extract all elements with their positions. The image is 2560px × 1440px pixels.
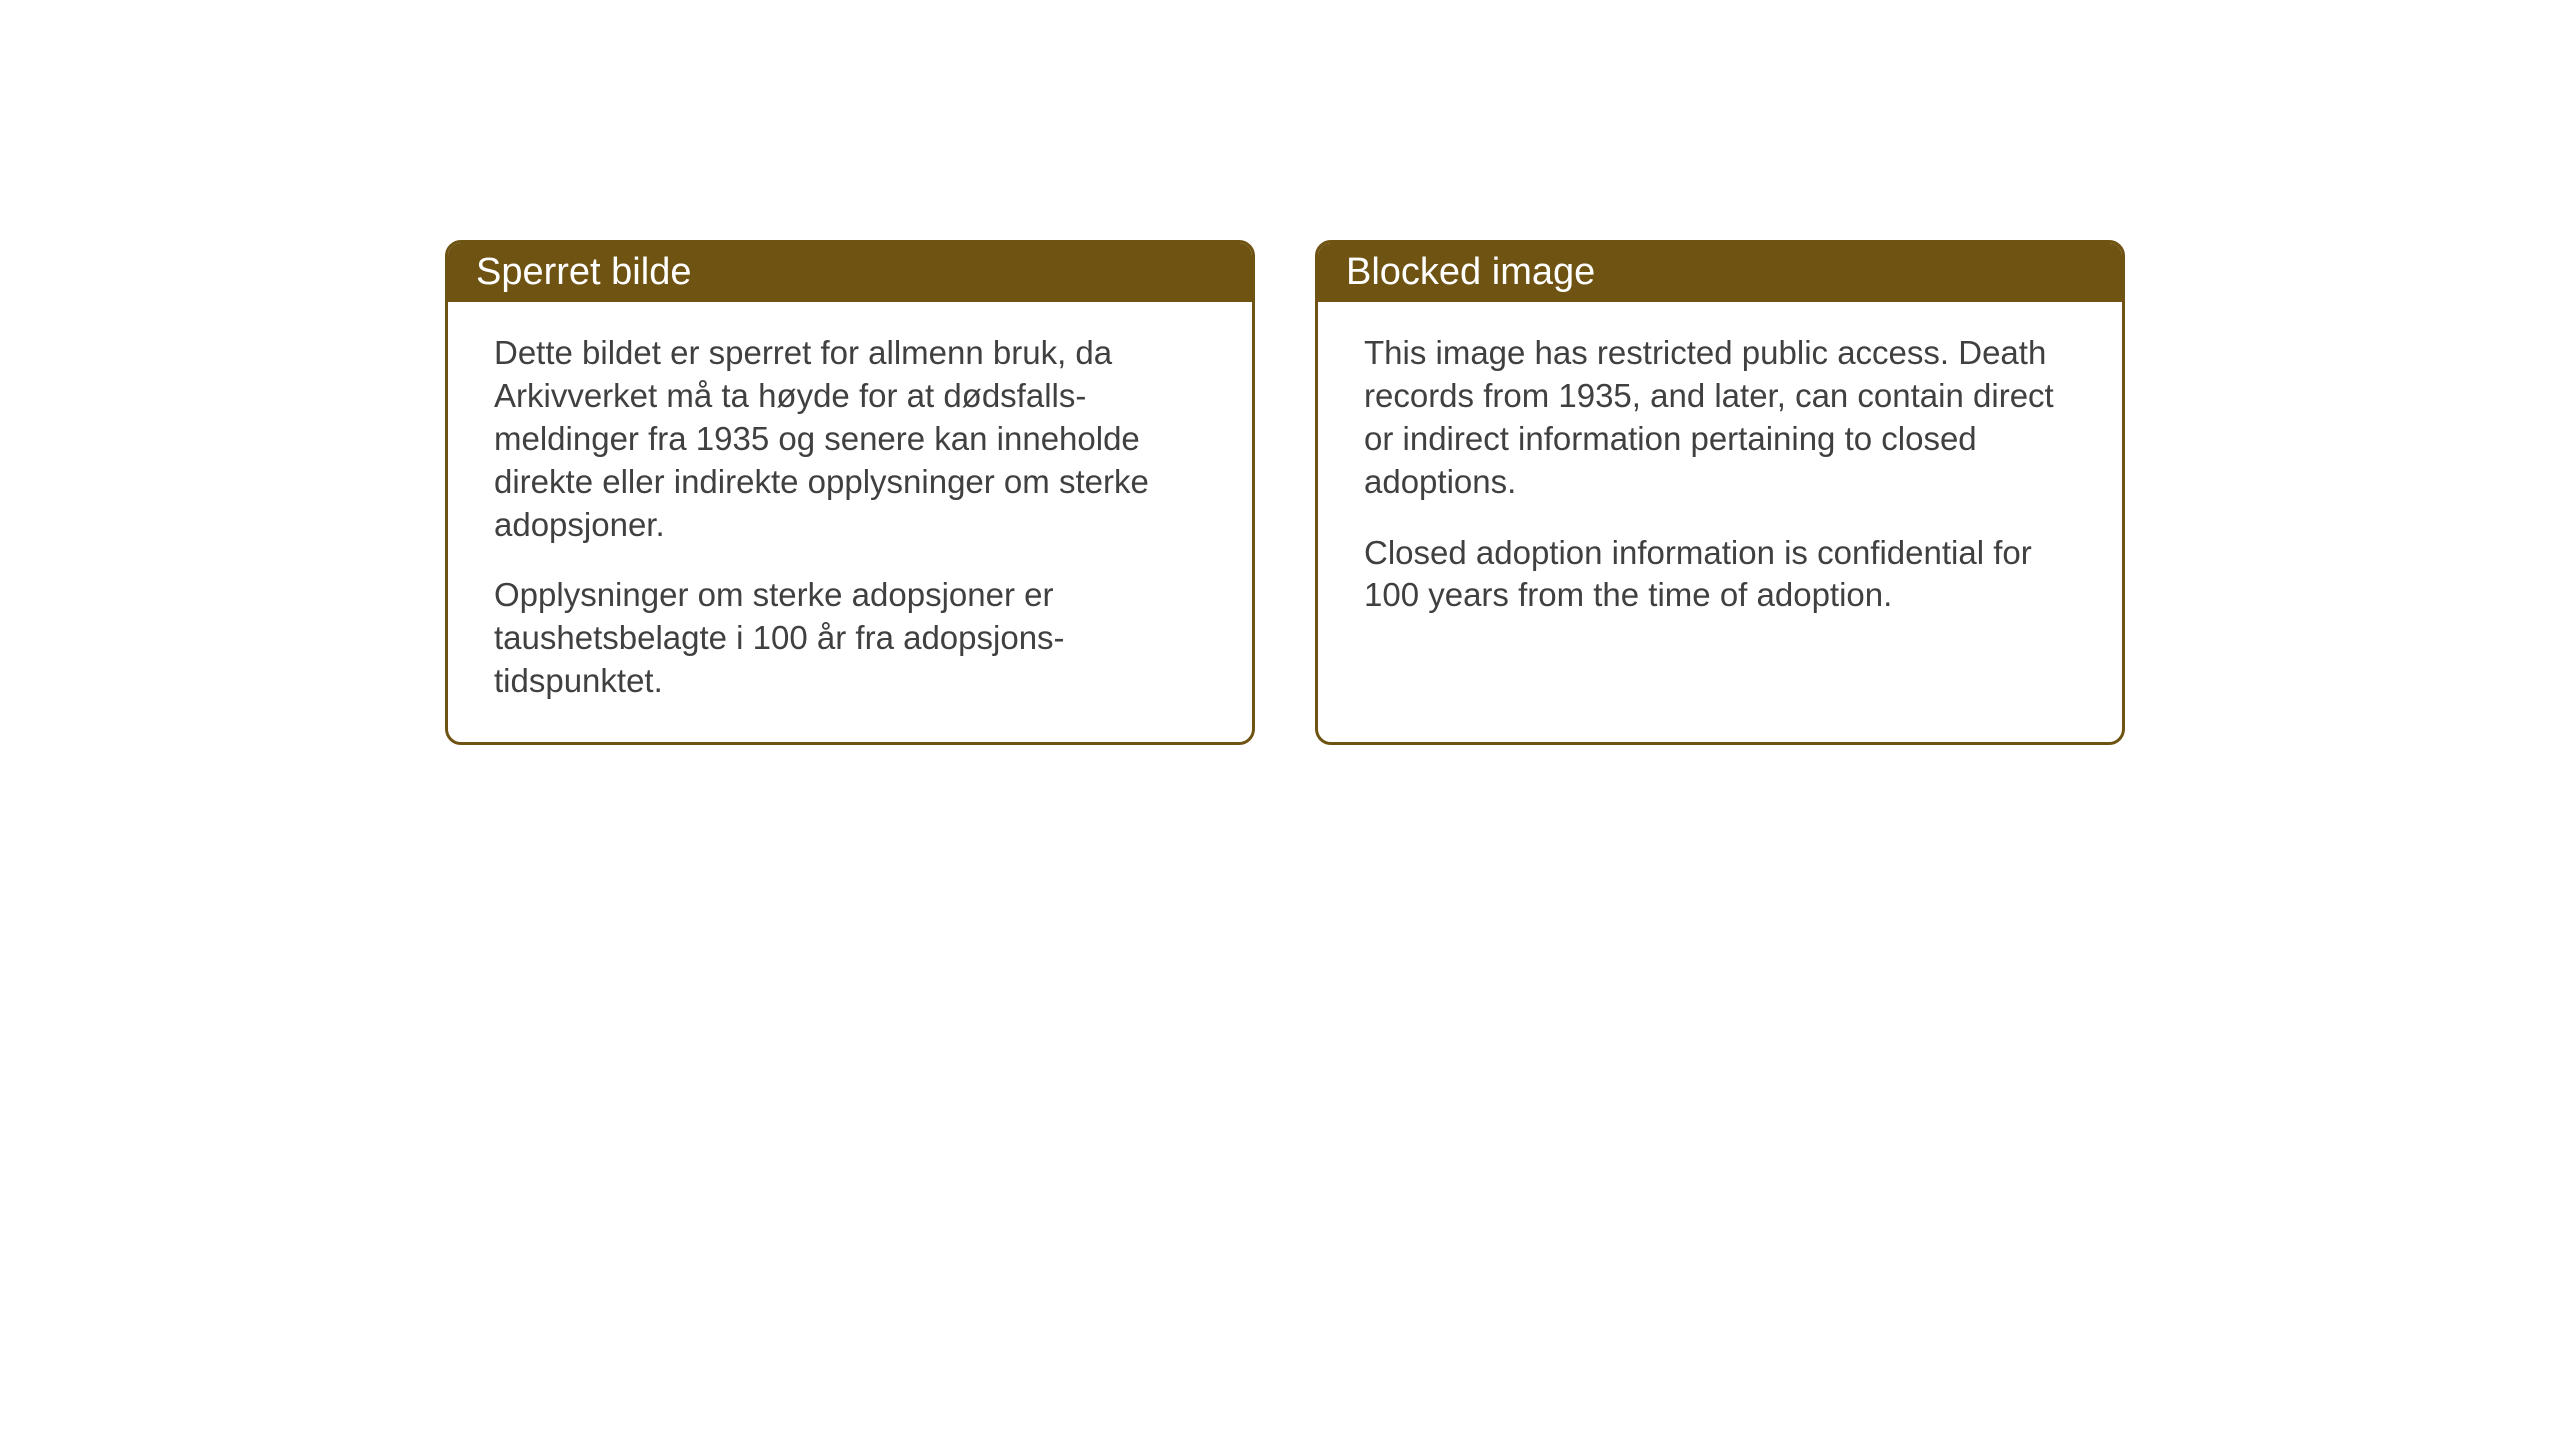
card-header-english: Blocked image xyxy=(1318,243,2122,302)
cards-container: Sperret bilde Dette bildet er sperret fo… xyxy=(445,240,2125,745)
card-paragraph-1-norwegian: Dette bildet er sperret for allmenn bruk… xyxy=(494,332,1206,546)
card-title-norwegian: Sperret bilde xyxy=(476,251,691,293)
card-body-norwegian: Dette bildet er sperret for allmenn bruk… xyxy=(448,302,1252,742)
card-english: Blocked image This image has restricted … xyxy=(1315,240,2125,745)
card-body-english: This image has restricted public access.… xyxy=(1318,302,2122,742)
card-norwegian: Sperret bilde Dette bildet er sperret fo… xyxy=(445,240,1255,745)
card-paragraph-1-english: This image has restricted public access.… xyxy=(1364,332,2076,504)
card-title-english: Blocked image xyxy=(1346,251,1595,293)
card-paragraph-2-norwegian: Opplysninger om sterke adopsjoner er tau… xyxy=(494,574,1206,703)
card-header-norwegian: Sperret bilde xyxy=(448,243,1252,302)
card-paragraph-2-english: Closed adoption information is confident… xyxy=(1364,532,2076,618)
